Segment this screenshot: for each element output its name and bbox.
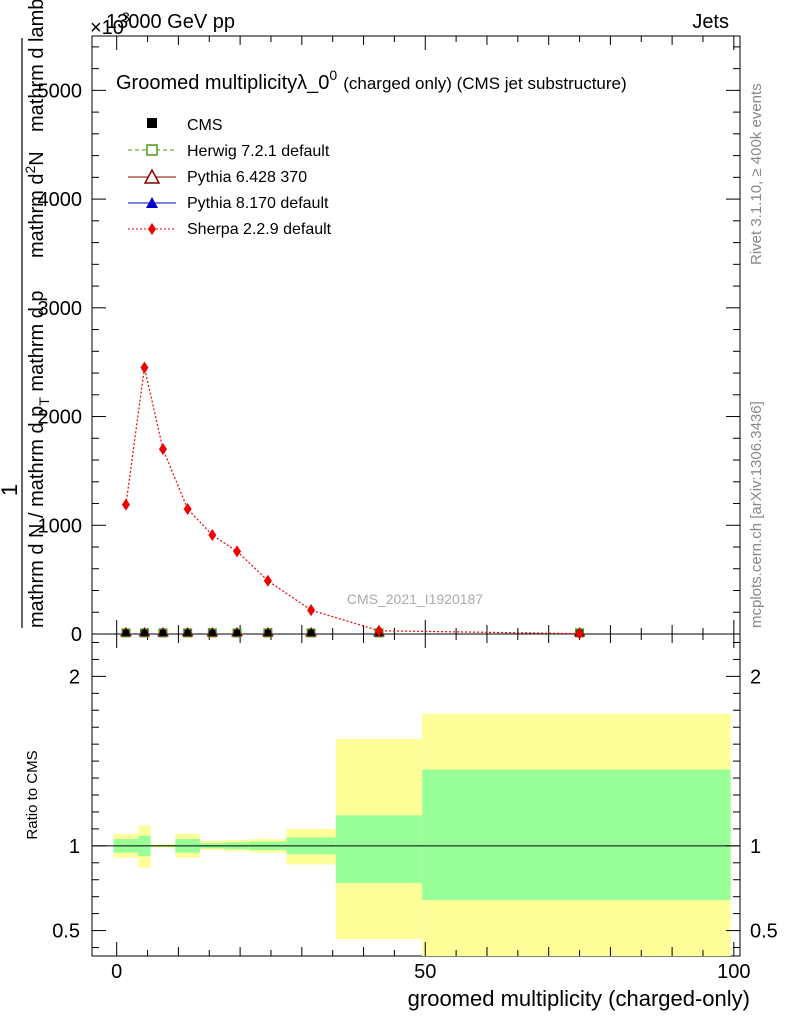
sherpa-point-6 [263,574,272,587]
category-label: Jets [692,11,729,33]
exponent-value: 3 [122,9,130,25]
legend-item-pythia6: Pythia 6.428 370 [128,168,307,186]
sherpa-point-1 [140,361,149,374]
ratio-band-green-9 [422,769,731,901]
ratio-tick-label-right-0.5: 0.5 [750,921,778,943]
exponent-prefix: ×10 [90,17,124,39]
legend-label-herwig: Herwig 7.2.1 default [187,143,330,160]
cms-point-2 [159,629,166,636]
cms-point-5 [234,629,241,636]
legend-label-sherpa: Sherpa 2.2.9 default [187,221,332,238]
y-tick-label-5000: 5000 [38,80,83,102]
sherpa-line [125,367,580,635]
sherpa-point-4 [208,529,217,542]
y-tick-label-4000: 4000 [38,189,83,211]
legend-label-cms: CMS [187,117,223,134]
x-tick-labels: 0 50 100 [111,961,750,983]
mcplots-label: mcplots.cern.ch [arXiv:1306.3436] [748,401,765,628]
ratio-tick-label-right-1: 1 [750,836,761,858]
sherpa-point-7 [307,604,316,617]
sherpa-point-9 [575,627,584,640]
sherpa-point-5 [233,545,242,558]
y-tick-label-0: 0 [71,624,82,646]
y-tick-label-3000: 3000 [38,298,83,320]
cms-point-3 [184,629,191,636]
legend-marker-sherpa [148,223,156,235]
y-label-numerator: mathrm d2N [22,151,48,258]
data-series [120,361,586,640]
y-tick-label-1000: 1000 [38,515,83,537]
legend-marker-pythia8 [146,197,158,208]
legend-item-pythia8: Pythia 8.170 default [128,195,329,212]
legend-item-herwig: Herwig 7.2.1 default [128,143,330,160]
ratio-y-tick-labels: 0.5 1 2 0.5 1 2 [52,666,778,942]
legend: CMS Herwig 7.2.1 default Pythia 6.428 37… [128,117,332,238]
ratio-tick-label-2: 2 [69,666,80,688]
ratio-axis-ticks [92,634,740,956]
sherpa-point-3 [183,502,192,515]
sherpa-point-0 [121,498,130,511]
cms-point-0 [122,629,129,636]
sherpa-point-2 [158,443,167,456]
legend-item-cms: CMS [147,117,223,134]
legend-item-sherpa: Sherpa 2.2.9 default [128,221,332,238]
legend-marker-herwig [146,144,158,156]
legend-label-pythia8: Pythia 8.170 default [187,195,329,212]
y-label-one: 1 [0,484,22,496]
x-tick-label-50: 50 [414,961,436,983]
legend-marker-pythia6 [143,168,161,184]
ratio-uncertainty-bands [113,713,731,956]
y-label-denominator: mathrm d N / mathrm d pT mathrm d p [26,290,52,628]
cms-point-7 [308,629,315,636]
x-tick-label-0: 0 [111,961,122,983]
legend-marker-cms [147,118,157,128]
ratio-tick-label-right-2: 2 [750,666,761,688]
ratio-tick-label-1: 1 [69,836,80,858]
cms-point-4 [209,629,216,636]
rivet-label: Rivet 3.1.10, ≥ 400k events [748,83,765,265]
cms-point-6 [264,629,271,636]
y-label-numerator-2: mathrm d lambda [26,0,48,132]
energy-label: 13000 GeV pp [106,11,235,33]
x-axis-label: groomed multiplicity (charged-only) [408,986,750,1011]
main-y-tick-labels: 0 1000 2000 3000 4000 5000 [38,80,83,646]
y-tick-label-2000: 2000 [38,407,83,429]
cms-point-1 [141,629,148,636]
chart-title: Groomed multiplicityλ_00 (charged only) (… [116,67,627,94]
ratio-tick-label-0.5: 0.5 [52,921,80,943]
ratio-y-axis-label: Ratio to CMS [24,750,41,839]
analysis-watermark: CMS_2021_I1920187 [347,591,483,607]
sherpa-point-8 [374,624,383,637]
legend-label-pythia6: Pythia 6.428 370 [187,169,307,186]
ratio-band-green-8 [335,815,423,884]
main-y-axis-label: 1 mathrm d N / mathrm d pT mathrm d p ma… [0,0,52,628]
x-tick-label-100: 100 [717,961,750,983]
